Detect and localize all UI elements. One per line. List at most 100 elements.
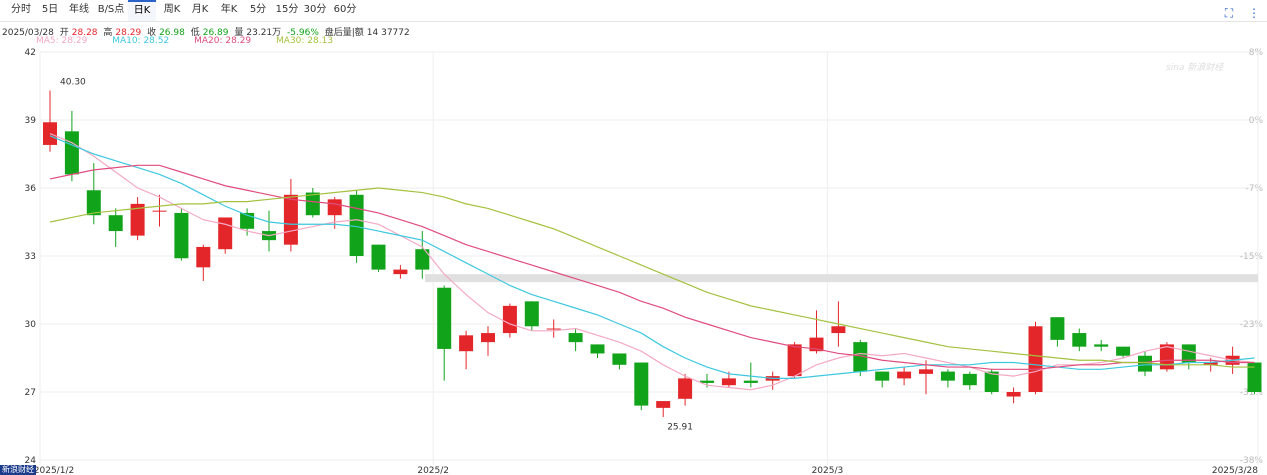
candle-body bbox=[1203, 362, 1218, 365]
info-date: 2025/03/28 bbox=[2, 28, 54, 38]
more-options-icon[interactable]: ⋮ bbox=[1248, 6, 1260, 20]
candle-body bbox=[897, 371, 912, 379]
candle-body bbox=[1006, 392, 1021, 397]
sina-logo: 新浪财经 bbox=[0, 465, 36, 475]
ma30-legend: MA30: 28.13 bbox=[276, 36, 334, 46]
tab-10[interactable]: 15分 bbox=[275, 4, 299, 15]
y-tick-label: 24 bbox=[25, 456, 37, 466]
candle-body bbox=[678, 378, 693, 399]
pct-tick-label: -15% bbox=[1240, 252, 1264, 262]
candle-body bbox=[919, 369, 933, 374]
kline-chart[interactable]: 42 8%39 0%36 -7%33 -15%30 -23%27 -31%24 -38%202… bbox=[0, 45, 1267, 475]
price-annotation: 25.91 bbox=[667, 423, 693, 433]
candle-body bbox=[481, 333, 495, 343]
after-hours-label: 盘后量|额 bbox=[324, 28, 364, 38]
candle-body bbox=[1247, 362, 1262, 392]
candle-body bbox=[1050, 317, 1065, 340]
candle-body bbox=[1138, 355, 1152, 372]
tab-1[interactable]: 分时 bbox=[11, 4, 31, 15]
ohlc-info-line: 2025/03/28 开 28.28 高 28.29 收 26.98 低 26.89 量… bbox=[2, 25, 413, 38]
x-tick-label: 2025/3 bbox=[812, 466, 844, 475]
candle-body bbox=[437, 287, 452, 349]
ma5-line bbox=[49, 133, 1255, 391]
candle-body bbox=[415, 249, 430, 270]
candle-body bbox=[283, 194, 298, 245]
candle-body bbox=[612, 353, 627, 365]
candle-body bbox=[108, 215, 123, 232]
tab-2[interactable]: 5日 bbox=[41, 4, 59, 15]
ma5-legend: MA5: 28.29 bbox=[36, 36, 88, 46]
candle-body bbox=[502, 305, 517, 334]
candle-body bbox=[64, 131, 79, 175]
candle-body bbox=[371, 244, 386, 270]
ma-legend: MA5: 28.29 MA10: 28.52 MA20: 28.29 MA30:… bbox=[36, 36, 355, 46]
open-label: 开 bbox=[59, 28, 69, 38]
tab-7[interactable]: 月K bbox=[191, 4, 209, 15]
volume-label: 量 bbox=[234, 28, 244, 38]
watermark: sina 新浪财经 bbox=[1166, 63, 1224, 73]
candle-body bbox=[787, 344, 802, 377]
ma20-line bbox=[49, 164, 1255, 370]
candle-body bbox=[196, 246, 211, 268]
candle-body bbox=[174, 212, 189, 259]
candle-body bbox=[590, 344, 605, 354]
expand-icon[interactable]: ⛶ bbox=[1224, 6, 1234, 20]
candle-body bbox=[218, 217, 233, 250]
tab-9[interactable]: 5分 bbox=[249, 4, 267, 15]
candle-body bbox=[743, 380, 758, 383]
candle-body bbox=[393, 269, 408, 275]
candle-body bbox=[546, 328, 561, 330]
volume-value: 23.21万 bbox=[246, 28, 282, 38]
pct-tick-label: -7% bbox=[1245, 184, 1263, 194]
pct-tick-label: 0% bbox=[1249, 116, 1264, 126]
candle-body bbox=[1094, 344, 1109, 347]
high-value: 28.29 bbox=[115, 28, 142, 38]
pct-tick-label: -31% bbox=[1240, 388, 1264, 398]
candle-body bbox=[1159, 344, 1174, 370]
candle-body bbox=[962, 373, 977, 386]
candle-body bbox=[1072, 333, 1087, 347]
x-tick-label: 2025/3/28 bbox=[1212, 466, 1258, 475]
candle-body bbox=[130, 203, 145, 236]
tab-11[interactable]: 30分 bbox=[303, 4, 327, 15]
close-label: 收 bbox=[147, 28, 157, 38]
period-tab-bar: 分时 5日 年线 B/S点 日K 周K 月K 年K 5分 15分 30分 60分 bbox=[0, 0, 1267, 22]
candle-body bbox=[327, 199, 342, 216]
candle-body bbox=[1181, 344, 1196, 363]
candle-body bbox=[875, 371, 890, 381]
candle-body bbox=[152, 210, 167, 212]
candle-body bbox=[700, 380, 714, 383]
ma30-line bbox=[49, 187, 1255, 368]
candle-body bbox=[809, 337, 824, 352]
candle-body bbox=[1116, 346, 1131, 356]
low-label: 低 bbox=[190, 28, 200, 38]
candle-body bbox=[984, 371, 999, 392]
candle-body bbox=[831, 326, 846, 334]
x-tick-label: 2025/1/2 bbox=[34, 466, 74, 475]
tab-8[interactable]: 年K bbox=[220, 4, 238, 15]
y-tick-label: 36 bbox=[25, 184, 37, 194]
candle-body bbox=[524, 301, 539, 327]
candle-body bbox=[568, 333, 583, 343]
open-value: 28.28 bbox=[71, 28, 98, 38]
tab-12[interactable]: 60分 bbox=[333, 4, 357, 15]
y-tick-label: 30 bbox=[25, 320, 37, 330]
candle-body bbox=[634, 362, 649, 406]
ma20-legend: MA20: 28.29 bbox=[194, 36, 252, 46]
pct-tick-label: -38% bbox=[1240, 456, 1264, 466]
y-tick-label: 39 bbox=[25, 116, 37, 126]
candle-body bbox=[349, 194, 364, 256]
price-annotation: 40.30 bbox=[60, 78, 86, 88]
tab-3[interactable]: 年线 bbox=[69, 4, 89, 15]
after-hours-value: 14 37772 bbox=[366, 28, 410, 38]
candle-body bbox=[86, 190, 101, 216]
high-label: 高 bbox=[103, 28, 113, 38]
tab-5[interactable]: 日K bbox=[128, 0, 156, 21]
candle-body bbox=[656, 401, 671, 408]
candle-body bbox=[1028, 326, 1043, 392]
y-tick-label: 42 bbox=[25, 48, 36, 58]
tab-4[interactable]: B/S点 bbox=[97, 4, 125, 15]
tab-6[interactable]: 周K bbox=[163, 4, 181, 15]
change-percent: -5.96% bbox=[287, 28, 319, 38]
pct-tick-label: -23% bbox=[1240, 320, 1264, 330]
